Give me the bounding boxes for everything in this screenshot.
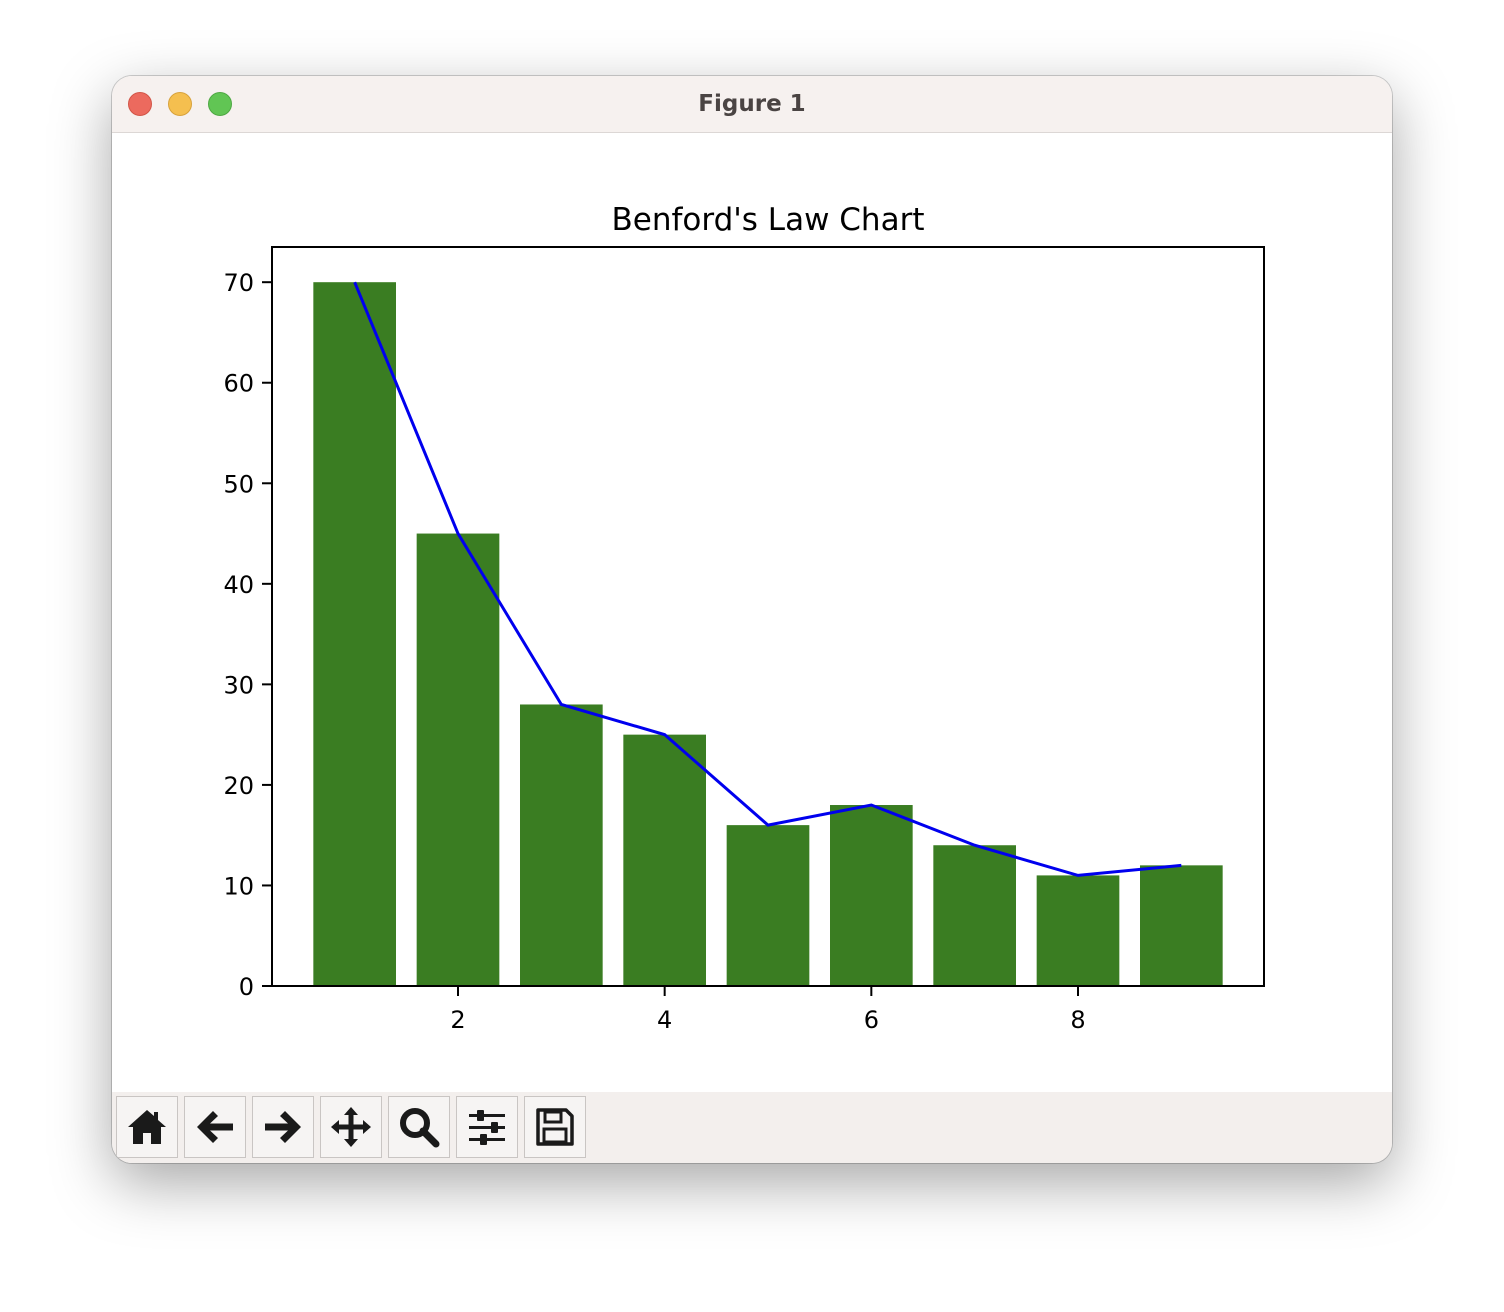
x-tick-label: 4 <box>657 1006 672 1034</box>
arrow-right-icon <box>265 1111 301 1143</box>
bar <box>830 805 913 986</box>
y-tick-label: 40 <box>223 571 254 599</box>
save-button[interactable] <box>524 1096 586 1158</box>
y-tick-label: 20 <box>223 772 254 800</box>
bar <box>726 825 810 986</box>
y-tick-label: 50 <box>223 470 254 498</box>
x-tick-label: 8 <box>1070 1006 1085 1034</box>
y-tick-label: 70 <box>223 269 254 297</box>
bar <box>416 533 500 986</box>
back-button[interactable] <box>184 1096 246 1158</box>
y-tick-label: 30 <box>223 671 254 699</box>
x-tick-label: 6 <box>864 1006 879 1034</box>
chart: Benford's Law Chart 0 10 20 30 40 50 60 70 2 4 6 8 <box>223 202 1265 1034</box>
figure-canvas: Benford's Law Chart 0 10 20 30 40 50 60 70 2 4 6 8 <box>112 133 1392 1092</box>
maximize-window-button[interactable] <box>208 92 232 116</box>
series-line <box>353 281 1182 877</box>
y-tick-label: 60 <box>223 370 254 398</box>
magnifier-icon <box>400 1108 440 1148</box>
sliders-icon <box>469 1110 505 1145</box>
minimize-window-button[interactable] <box>168 92 192 116</box>
home-icon <box>128 1110 166 1144</box>
configure-subplots-button[interactable] <box>456 1096 518 1158</box>
bar <box>520 704 603 986</box>
navigation-toolbar <box>112 1092 1392 1163</box>
figure-window: Figure 1 Benford's Law Chart 0 10 20 30 40 50… <box>112 76 1392 1163</box>
window-title: Figure 1 <box>698 91 806 117</box>
y-tick-label: 10 <box>223 872 254 900</box>
close-window-button[interactable] <box>128 92 152 116</box>
bar <box>1140 865 1223 986</box>
bar <box>313 282 396 986</box>
arrow-left-icon <box>197 1111 233 1143</box>
chart-title: Benford's Law Chart <box>612 202 925 238</box>
pan-button[interactable] <box>320 1096 382 1158</box>
bar <box>1036 875 1120 986</box>
y-tick-label: 0 <box>239 973 254 1001</box>
title-bar: Figure 1 <box>112 76 1392 133</box>
x-tick-label: 2 <box>450 1006 465 1034</box>
zoom-button[interactable] <box>388 1096 450 1158</box>
move-icon <box>331 1107 371 1147</box>
axes-frame <box>271 246 1265 987</box>
floppy-disk-icon <box>536 1108 574 1146</box>
home-button[interactable] <box>116 1096 178 1158</box>
bar <box>623 734 706 986</box>
forward-button[interactable] <box>252 1096 314 1158</box>
bar <box>933 845 1016 986</box>
